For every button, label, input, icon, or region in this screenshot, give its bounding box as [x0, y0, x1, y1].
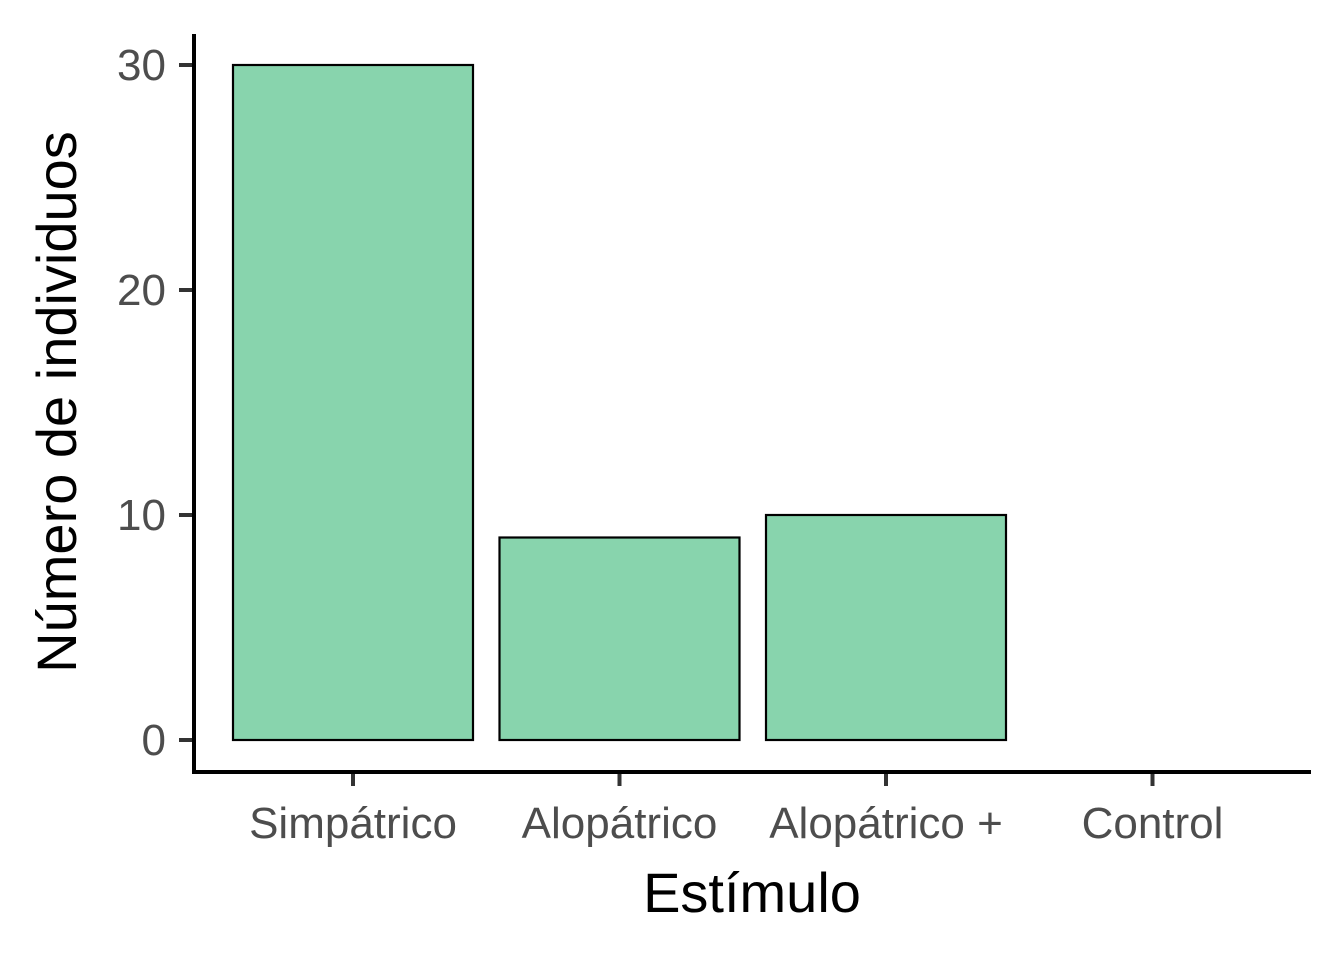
y-axis-title: Número de individuos	[25, 131, 88, 673]
y-tick-label: 10	[117, 491, 166, 540]
x-tick-label: Alopátrico +	[769, 799, 1003, 848]
x-axis-ticks: Simpátrico Alopátrico Alopátrico + Control	[249, 772, 1223, 848]
x-tick-label: Alopátrico	[522, 799, 718, 848]
y-tick-label: 0	[142, 716, 166, 765]
x-tick-label: Simpátrico	[249, 799, 457, 848]
y-tick-label: 30	[117, 41, 166, 90]
bar-2	[764, 513, 1008, 742]
bars-group	[231, 63, 1008, 742]
y-axis-ticks: 0 10 20 30	[117, 41, 194, 765]
bar-0	[231, 63, 475, 742]
bar-1	[498, 536, 741, 742]
y-tick-label: 20	[117, 266, 166, 315]
x-axis-title: Estímulo	[643, 861, 861, 924]
x-tick-label: Control	[1082, 799, 1224, 848]
